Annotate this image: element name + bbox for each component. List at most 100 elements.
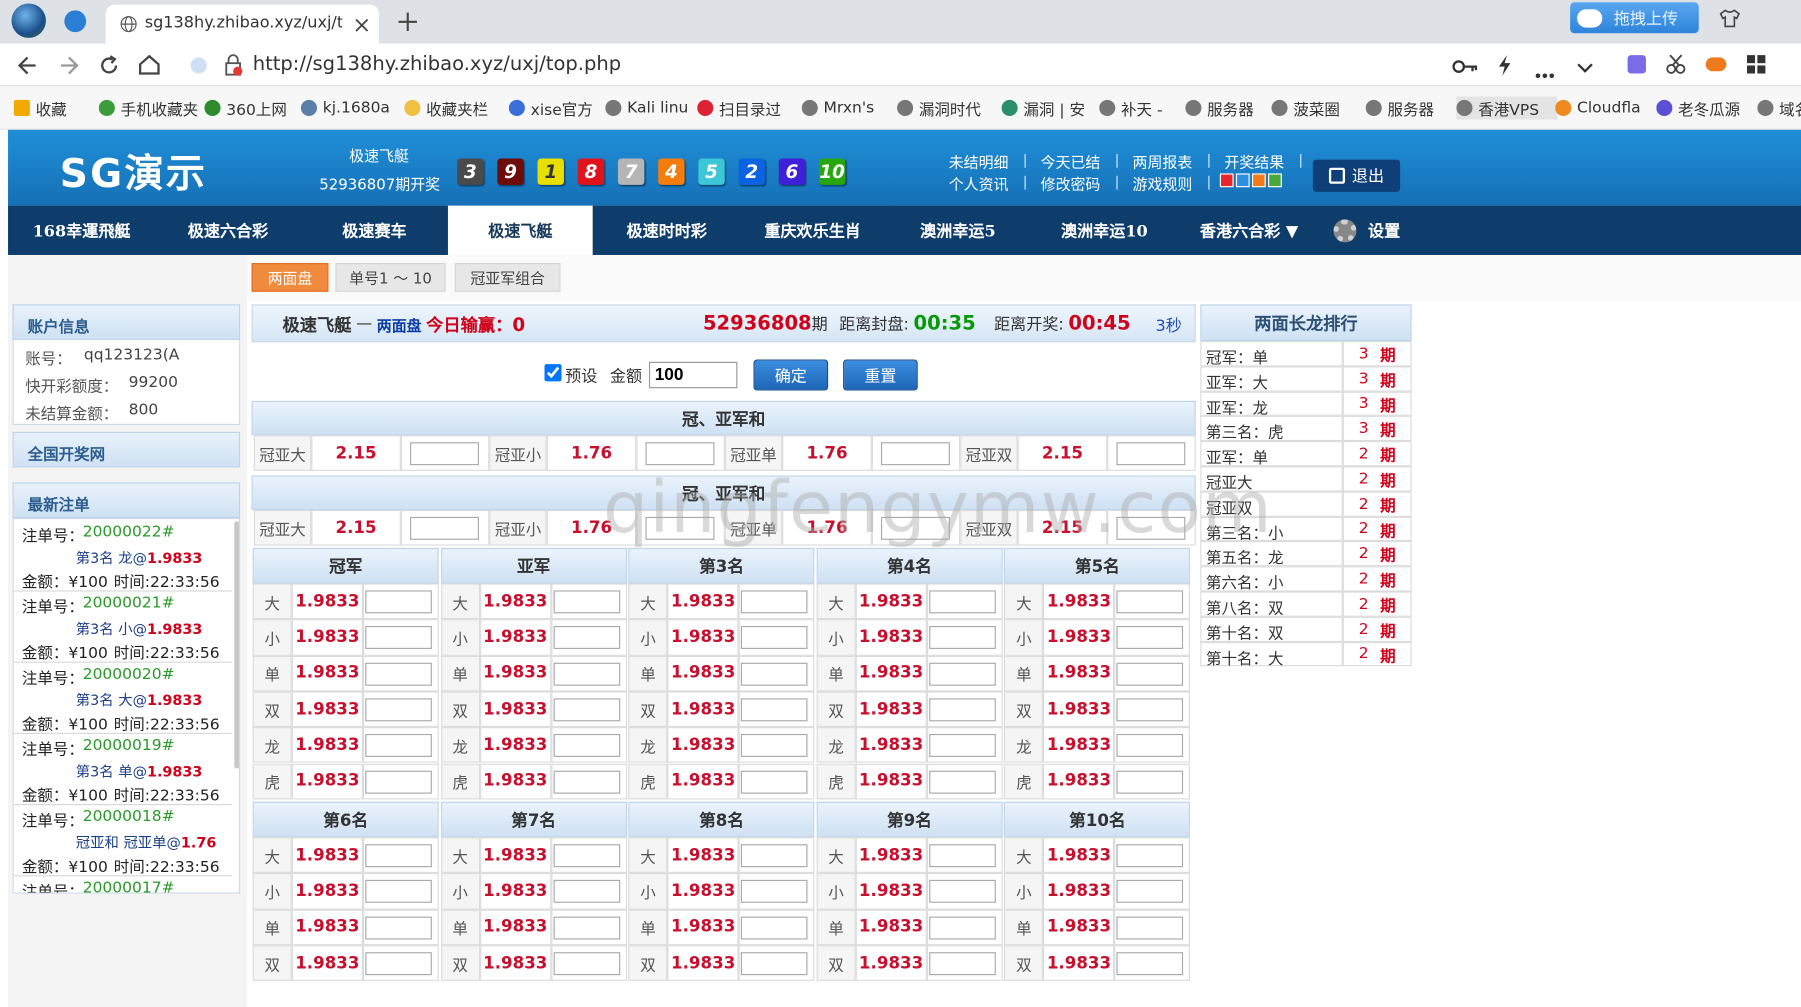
option-input[interactable] — [928, 916, 996, 940]
option-input[interactable] — [1116, 770, 1184, 794]
dropdown-icon[interactable] — [1576, 57, 1594, 73]
option-input[interactable] — [365, 698, 432, 722]
option-input[interactable] — [365, 770, 432, 794]
bookmark[interactable]: 服务器 — [1365, 96, 1467, 119]
header-link[interactable]: 两周报表 — [1132, 155, 1193, 173]
upload-button[interactable]: 拖拽上传 — [1570, 2, 1699, 34]
bookmark[interactable]: Mrxn's — [801, 96, 903, 119]
option-input[interactable] — [741, 734, 808, 758]
preset-checkbox[interactable] — [544, 364, 562, 382]
confirm-button[interactable]: 确定 — [753, 359, 829, 391]
option-input[interactable] — [1116, 734, 1184, 758]
option-input[interactable] — [553, 590, 620, 614]
sum-input[interactable] — [410, 516, 479, 540]
bookmark[interactable]: 老冬瓜源 — [1656, 96, 1757, 119]
shirt-icon[interactable] — [1718, 8, 1741, 29]
nav-item[interactable]: 重庆欢乐生肖 — [741, 206, 885, 255]
option-input[interactable] — [553, 844, 620, 868]
refresh-timer[interactable]: 3秒 — [1155, 317, 1182, 336]
option-input[interactable] — [553, 626, 620, 650]
ext-3[interactable] — [1705, 55, 1728, 73]
option-input[interactable] — [928, 952, 996, 976]
more-icon[interactable] — [1535, 62, 1556, 79]
bookmark[interactable]: 菠菜圈 — [1271, 96, 1373, 119]
bookmark[interactable]: 漏洞 | 安 — [1001, 96, 1103, 119]
option-input[interactable] — [1116, 590, 1184, 614]
bookmark[interactable]: 360上网 — [204, 96, 305, 119]
option-input[interactable] — [365, 734, 432, 758]
option-input[interactable] — [553, 770, 620, 794]
option-input[interactable] — [365, 880, 432, 904]
bookmark[interactable]: 补天 - — [1099, 96, 1200, 119]
option-input[interactable] — [1116, 952, 1184, 976]
option-input[interactable] — [553, 880, 620, 904]
subtab[interactable]: 冠亚军组合 — [454, 263, 561, 292]
option-input[interactable] — [1116, 880, 1184, 904]
home-button[interactable] — [137, 53, 162, 76]
option-input[interactable] — [928, 880, 996, 904]
option-input[interactable] — [553, 734, 620, 758]
sum-input[interactable] — [410, 442, 479, 466]
bolt-icon[interactable] — [1495, 54, 1513, 77]
option-input[interactable] — [741, 844, 808, 868]
nav-item[interactable]: 香港六合彩 ▼ — [1177, 206, 1321, 255]
bookmark[interactable]: 服务器 — [1185, 96, 1286, 119]
option-input[interactable] — [365, 844, 432, 868]
bookmark[interactable]: Cloudfla — [1555, 96, 1656, 119]
option-input[interactable] — [741, 770, 808, 794]
nav-item[interactable]: 设置 — [1321, 206, 1413, 255]
logout-button[interactable]: 退出 — [1312, 159, 1401, 192]
bookmark[interactable]: 手机收藏夹 — [98, 96, 200, 119]
nav-item[interactable]: 极速时时彩 — [593, 206, 741, 255]
key-icon[interactable] — [1452, 57, 1480, 73]
option-input[interactable] — [741, 916, 808, 940]
nav-item[interactable]: 澳洲幸运5 — [884, 206, 1031, 255]
nav-item[interactable]: 极速飞艇 — [447, 205, 593, 255]
reload-button[interactable] — [98, 54, 121, 77]
header-link[interactable]: 今天已结 — [1040, 155, 1101, 173]
option-input[interactable] — [741, 662, 808, 686]
option-input[interactable] — [1116, 844, 1184, 868]
nav-item[interactable]: 168幸運飛艇 — [8, 206, 155, 255]
header-link[interactable]: 个人资讯 — [948, 176, 1009, 195]
bookmark[interactable]: 扫目录过 — [697, 96, 798, 119]
nav-item[interactable]: 极速赛车 — [301, 206, 448, 255]
option-input[interactable] — [928, 626, 996, 650]
option-input[interactable] — [928, 590, 996, 614]
option-input[interactable] — [365, 952, 432, 976]
skin-swatch[interactable] — [1235, 173, 1250, 188]
amount-input[interactable] — [648, 361, 738, 389]
ext-4[interactable] — [1746, 54, 1767, 75]
back-button[interactable] — [16, 54, 39, 77]
option-input[interactable] — [928, 844, 996, 868]
new-tab[interactable] — [397, 11, 418, 32]
bookmark[interactable]: 漏洞时代 — [897, 96, 998, 119]
bookmark[interactable]: 域名 — [1757, 96, 1801, 119]
header-link[interactable]: 修改密码 — [1040, 176, 1101, 195]
bookmark[interactable]: Kali linu — [605, 96, 706, 119]
nav-item[interactable]: 澳洲幸运10 — [1031, 206, 1177, 255]
browser-tab[interactable]: sg138hy.zhibao.xyz/uxj/t — [105, 4, 380, 44]
skin-swatch[interactable] — [1268, 173, 1282, 188]
sum-input[interactable] — [880, 442, 950, 466]
sum-input[interactable] — [880, 516, 950, 540]
option-input[interactable] — [741, 952, 808, 976]
sum-input[interactable] — [645, 442, 715, 466]
sum-input[interactable] — [645, 516, 715, 540]
sum-input[interactable] — [1116, 442, 1186, 466]
subtab[interactable]: 单号1 ～ 10 — [335, 263, 446, 292]
option-input[interactable] — [553, 952, 620, 976]
option-input[interactable] — [928, 662, 996, 686]
bookmark[interactable]: 收藏 — [13, 96, 115, 119]
nav-item[interactable]: 极速六合彩 — [155, 206, 301, 255]
option-input[interactable] — [1116, 698, 1184, 722]
skin-swatch[interactable] — [1251, 173, 1266, 188]
option-input[interactable] — [365, 626, 432, 650]
option-input[interactable] — [365, 916, 432, 940]
option-input[interactable] — [1116, 626, 1184, 650]
bookmark[interactable]: xise官方 — [508, 96, 610, 119]
header-link[interactable]: 开奖结果 — [1224, 155, 1285, 173]
ext-1[interactable] — [1626, 54, 1647, 75]
option-input[interactable] — [1116, 662, 1184, 686]
url-text[interactable]: http://sg138hy.zhibao.xyz/uxj/top.php — [252, 52, 622, 76]
